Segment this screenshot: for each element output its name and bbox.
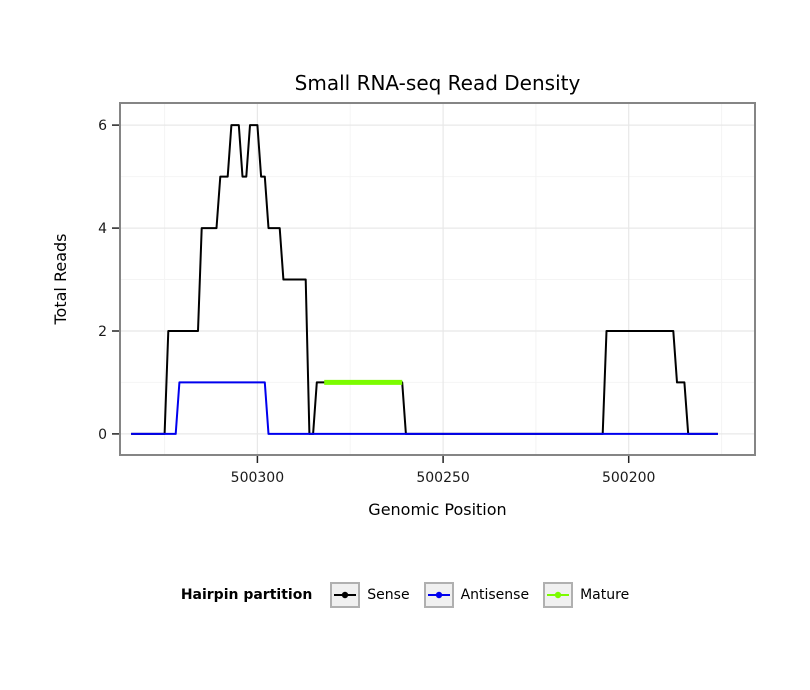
legend-item-mature: Mature xyxy=(543,582,629,608)
legend-label-antisense: Antisense xyxy=(460,587,530,603)
chart-title: Small RNA-seq Read Density xyxy=(294,71,581,95)
legend-label-sense: Sense xyxy=(367,587,410,603)
svg-text:500250: 500250 xyxy=(416,470,469,486)
legend-key-mature-icon xyxy=(543,582,574,608)
svg-text:0: 0 xyxy=(98,427,107,443)
legend: Hairpin partition Sense Antisense xyxy=(0,582,810,608)
svg-text:500200: 500200 xyxy=(602,470,655,486)
svg-text:6: 6 xyxy=(98,118,107,134)
svg-text:4: 4 xyxy=(98,221,107,237)
legend-label-mature: Mature xyxy=(580,587,630,603)
legend-key-antisense-icon xyxy=(423,582,454,608)
svg-text:2: 2 xyxy=(98,324,107,340)
legend-item-sense: Sense xyxy=(330,582,410,608)
legend-title: Hairpin partition xyxy=(180,587,313,603)
x-axis-label: Genomic Position xyxy=(368,500,507,519)
legend-key-sense-icon xyxy=(330,582,361,608)
legend-item-antisense: Antisense xyxy=(423,582,530,608)
svg-text:500300: 500300 xyxy=(231,470,284,486)
